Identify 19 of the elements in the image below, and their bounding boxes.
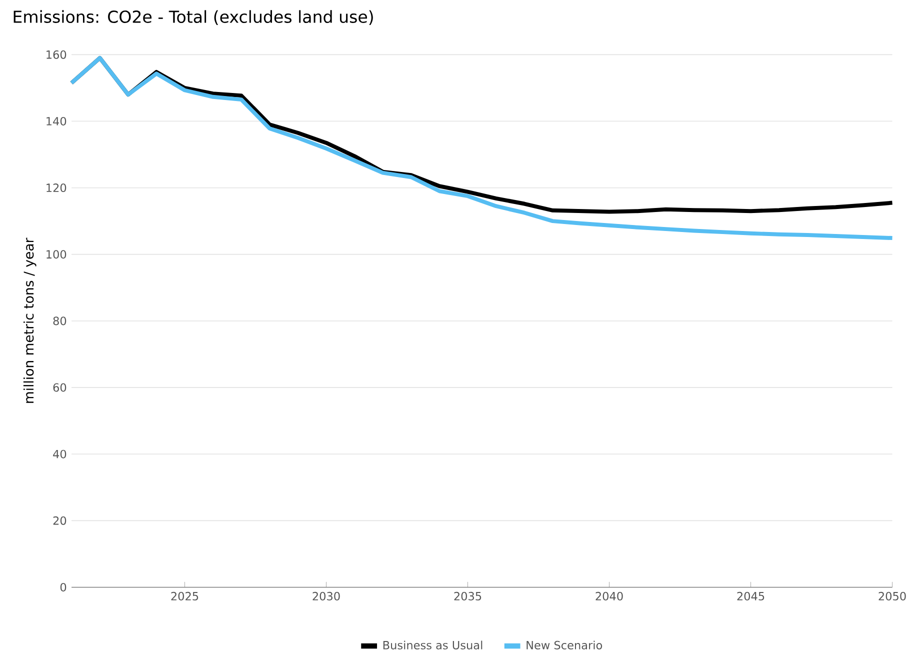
y-axis-title: million metric tons / year [23,238,36,404]
y-tick-label: 160 [46,50,66,60]
y-tick-label: 140 [46,117,66,126]
x-tick-label: 2045 [737,592,764,601]
y-tick-label: 80 [53,316,66,326]
y-tick-label: 100 [46,250,66,259]
x-tick-label: 2025 [171,592,198,601]
y-tick-label: 0 [60,583,66,592]
y-tick-label: 120 [46,184,66,192]
y-tick-label: 40 [53,450,66,459]
y-tick-label: 20 [53,516,66,526]
legend-label: Business as Usual [383,640,482,650]
y-tick-label: 60 [53,383,66,392]
legend-label: New Scenario [526,640,602,650]
x-tick-label: 2040 [596,592,623,601]
x-tick-label: 2030 [312,592,340,601]
x-tick-label: 2050 [878,592,906,601]
x-tick-label: 2035 [454,592,482,601]
chart-title: Emissions: CO2e - Total (excludes land use) [14,10,373,26]
